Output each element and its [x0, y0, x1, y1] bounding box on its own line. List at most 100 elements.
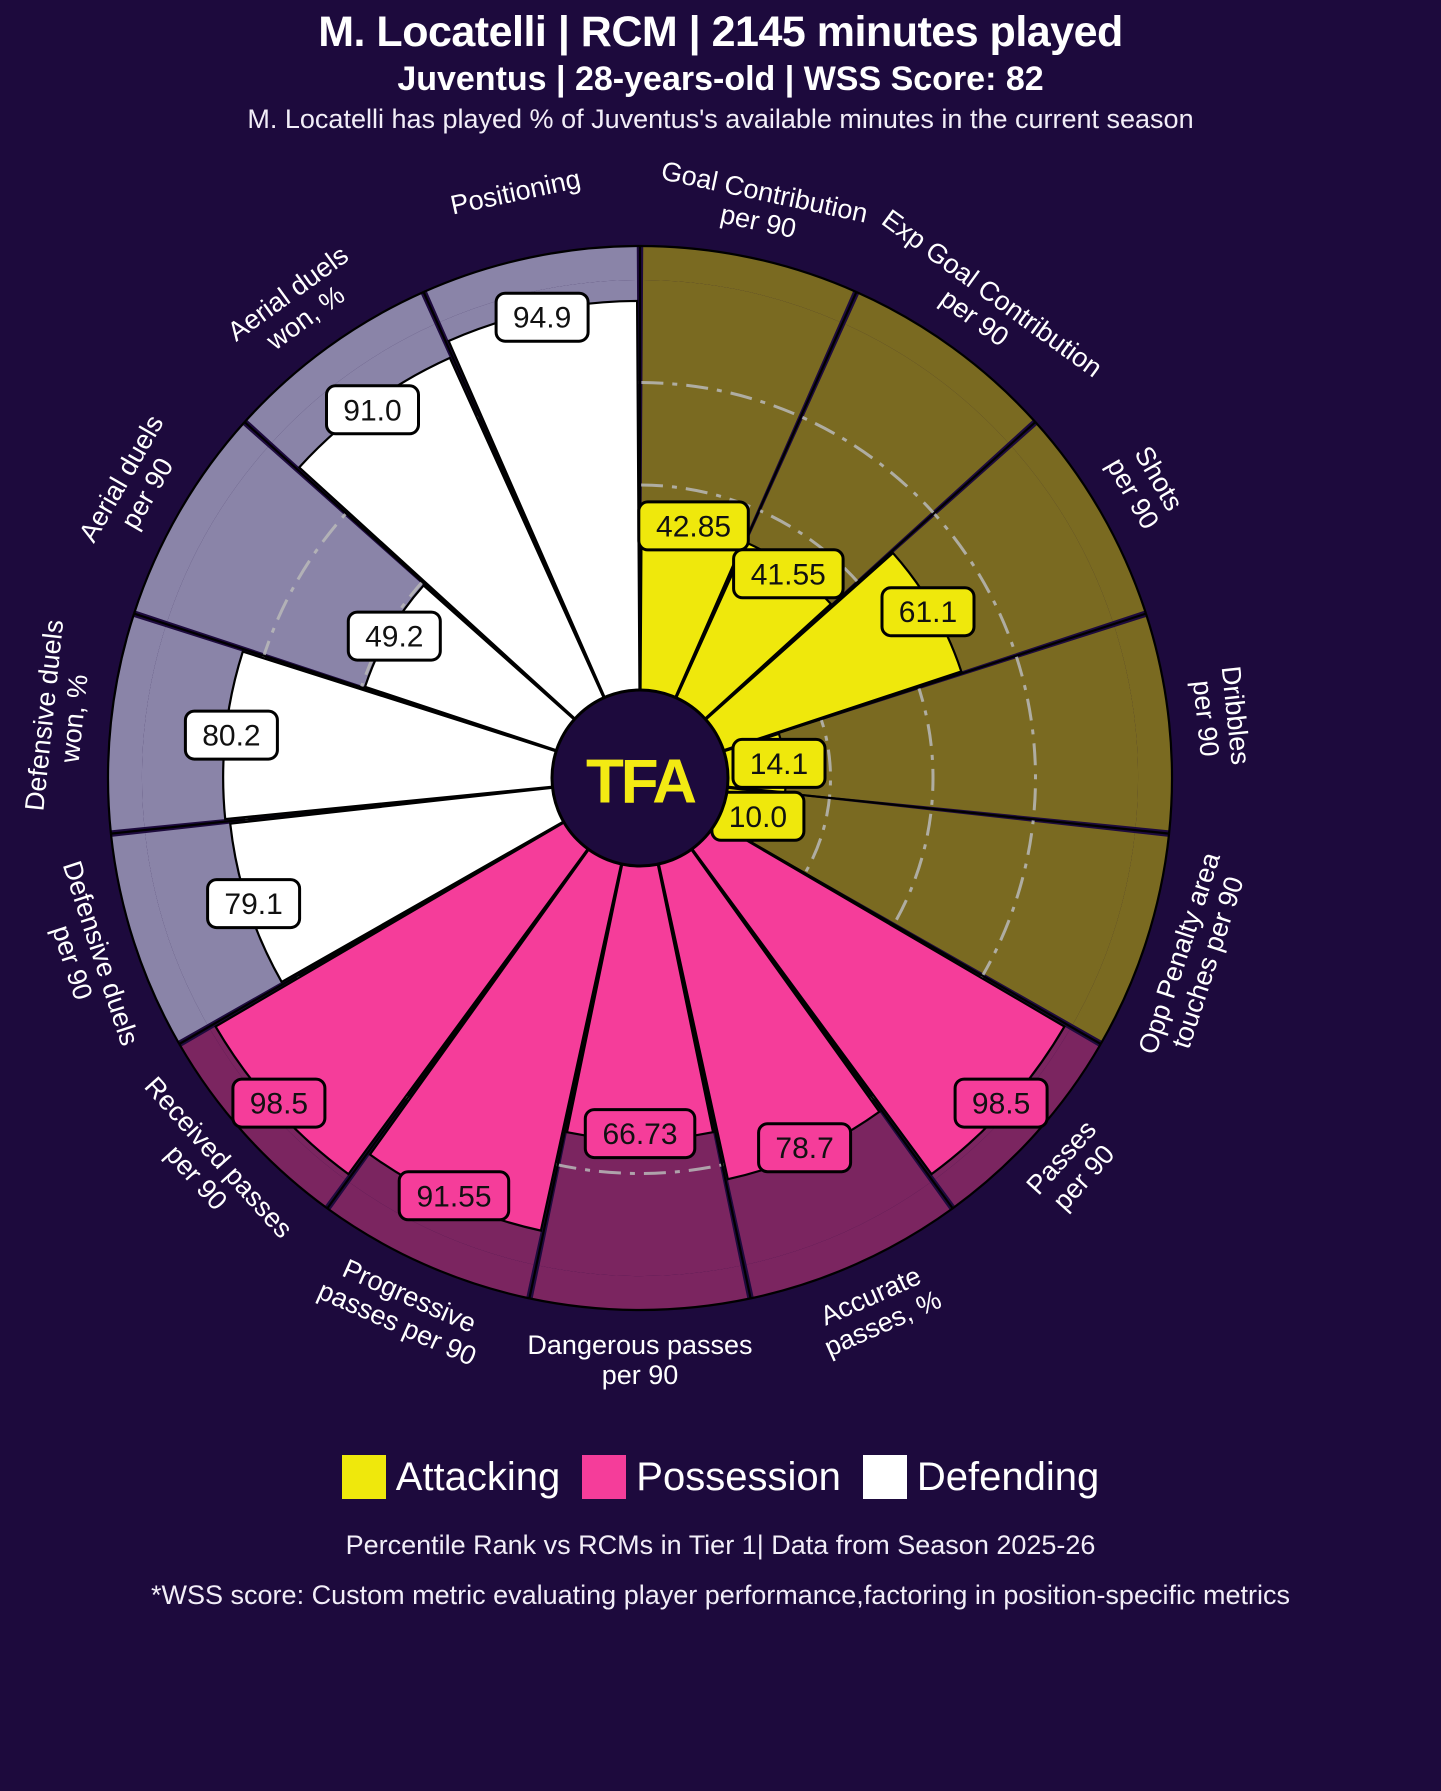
- legend-item-possession[interactable]: Possession: [582, 1455, 841, 1499]
- slice-value-text: 91.55: [416, 1180, 491, 1213]
- slice-value-badge-bg: [880, 586, 976, 638]
- slice-value-text: 78.7: [775, 1132, 833, 1165]
- pizza-chart-svg: Goal Contributionper 90 Exp Goal Contribu…: [19, 156, 1256, 1390]
- slice-value-badge: 14.1: [731, 737, 827, 789]
- slice-value-badge: 80.2: [183, 709, 279, 761]
- slice-value-badge: 91.0: [325, 384, 420, 436]
- slice-outer-band: [845, 293, 1034, 443]
- slice-separator: [674, 291, 858, 699]
- slice-value-text: 98.5: [250, 1088, 308, 1121]
- slice-separator: [715, 821, 1102, 1045]
- slice-value-badge: 91.55: [397, 1170, 511, 1222]
- slice-category-label-line: Dangerous passes: [527, 1330, 752, 1360]
- slice-category-label: Dribblesper 90: [1186, 665, 1256, 770]
- slice-value-badge: 98.5: [231, 1077, 327, 1129]
- page-subtitle: Juventus | 28-years-old | WSS Score: 82: [397, 60, 1044, 99]
- slice-value-badge: 79.1: [206, 878, 302, 930]
- slice-outer-edge: [178, 1043, 328, 1210]
- footer-wss-note: *WSS score: Custom metric evaluating pla…: [151, 1580, 1290, 1610]
- slice-outer-band: [329, 1182, 534, 1298]
- slice-value-badge-bg: [494, 291, 590, 343]
- legend-item-defending[interactable]: Defending: [862, 1455, 1100, 1499]
- slice-outer-band: [532, 1265, 748, 1310]
- header-block: M. Locatelli | RCM | 2145 minutes played…: [0, 8, 1441, 135]
- slice-outer-band: [643, 246, 854, 322]
- slice-outer-edge: [423, 244, 641, 293]
- slice-value-text: 14.1: [750, 748, 808, 781]
- grid-arc-75: [243, 381, 1037, 1175]
- slice-value-text: 61.1: [899, 596, 957, 629]
- legend-swatch-attacking: [341, 1455, 386, 1499]
- slice-value-badge-bg: [183, 709, 279, 761]
- legend-label-possession: Possession: [636, 1455, 841, 1499]
- slice-outer-band: [746, 1182, 951, 1298]
- slice-outer-edge: [952, 1043, 1102, 1210]
- slice-separator: [690, 848, 954, 1210]
- slice-value-badge-bg: [325, 384, 420, 436]
- slice-value-text: 94.9: [513, 302, 571, 335]
- slice-outer-edge: [1099, 833, 1171, 1045]
- slice-value-badge: 61.1: [880, 586, 976, 638]
- slice-value-text: 98.5: [972, 1088, 1030, 1121]
- slice-outer-edge: [106, 613, 136, 834]
- slice-outer-edge: [132, 421, 246, 614]
- slice-separator: [657, 863, 752, 1299]
- slice-category-label-line: per 90: [602, 1360, 679, 1390]
- slice-separator: [326, 848, 590, 1210]
- slice-category-label: Defensive duelswon, %: [19, 618, 99, 815]
- slice-category-label-line: Positioning: [448, 164, 583, 221]
- slice-value-badge-bg: [757, 1122, 853, 1174]
- slice-value-text: 10.0: [729, 801, 787, 834]
- center-logo: TFA: [550, 688, 730, 868]
- slice-value-text: 41.55: [751, 558, 826, 591]
- slice-outer-band: [246, 293, 435, 443]
- slice-value-badge-bg: [206, 878, 302, 930]
- pizza-chart: Goal Contributionper 90 Exp Goal Contribu…: [0, 148, 1441, 1448]
- slice-value-badge: 41.55: [732, 548, 845, 600]
- slice-value-text: 79.1: [224, 888, 282, 921]
- slice-separator: [243, 421, 576, 720]
- slice-outer-edge: [326, 1207, 530, 1300]
- slice-separators: [110, 246, 1170, 1299]
- legend-label-attacking: Attacking: [395, 1455, 561, 1499]
- legend-item-attacking[interactable]: Attacking: [341, 1455, 561, 1499]
- logo-circle: [550, 688, 730, 868]
- footer-source: Percentile Rank vs RCMs in Tier 1| Data …: [345, 1530, 1096, 1560]
- slice-value-badge-bg: [953, 1077, 1049, 1129]
- slice-outer-band: [1072, 833, 1169, 1042]
- slice-value-text: 49.2: [365, 621, 423, 654]
- slice-value-badge-bg: [346, 610, 442, 662]
- slice-outer-band: [135, 424, 268, 622]
- slice-separator: [528, 863, 623, 1299]
- slice-outer-edge: [639, 244, 857, 293]
- slice-value-badge: 94.9: [494, 291, 590, 343]
- legend-label-defending: Defending: [916, 1455, 1100, 1499]
- slice-category-label: Goal Contributionper 90: [652, 156, 870, 258]
- slice-value-badge-bg: [231, 1077, 327, 1129]
- slice-category-label: Dangerous passes per 90: [527, 1330, 752, 1390]
- slice-category-label: Positioning: [448, 164, 583, 221]
- slice-value-badge-bg: [637, 500, 750, 552]
- slice-value-text: 66.73: [602, 1118, 677, 1151]
- slice-value-badge: 66.73: [583, 1108, 697, 1160]
- slice-separator: [133, 612, 557, 752]
- slice-separator: [704, 421, 1037, 720]
- slice-value-badge: 10.0: [710, 790, 806, 842]
- outer-edge-group: [106, 244, 1174, 1312]
- slice-outer-edge: [855, 290, 1037, 423]
- legend-swatch-defending: [862, 1455, 907, 1499]
- slice-outer-band: [1114, 616, 1173, 831]
- slice-value-text: 91.0: [343, 394, 401, 427]
- slice-outer-band: [107, 616, 166, 831]
- legend: Attacking Possession Defending: [0, 1455, 1441, 1499]
- minutes-note: M. Locatelli has played % of Juventus's …: [247, 104, 1194, 135]
- slice-separator: [110, 786, 553, 835]
- slice-separator: [422, 291, 606, 699]
- slice-outer-edge: [1034, 421, 1148, 614]
- page-title: M. Locatelli | RCM | 2145 minutes played: [318, 8, 1123, 56]
- slice-separator: [723, 612, 1147, 752]
- legend-swatch-possession: [582, 1455, 627, 1499]
- slice-value-badge-bg: [397, 1170, 511, 1222]
- slice-value-badge: 98.5: [953, 1077, 1049, 1129]
- logo-text: TFA: [586, 748, 696, 817]
